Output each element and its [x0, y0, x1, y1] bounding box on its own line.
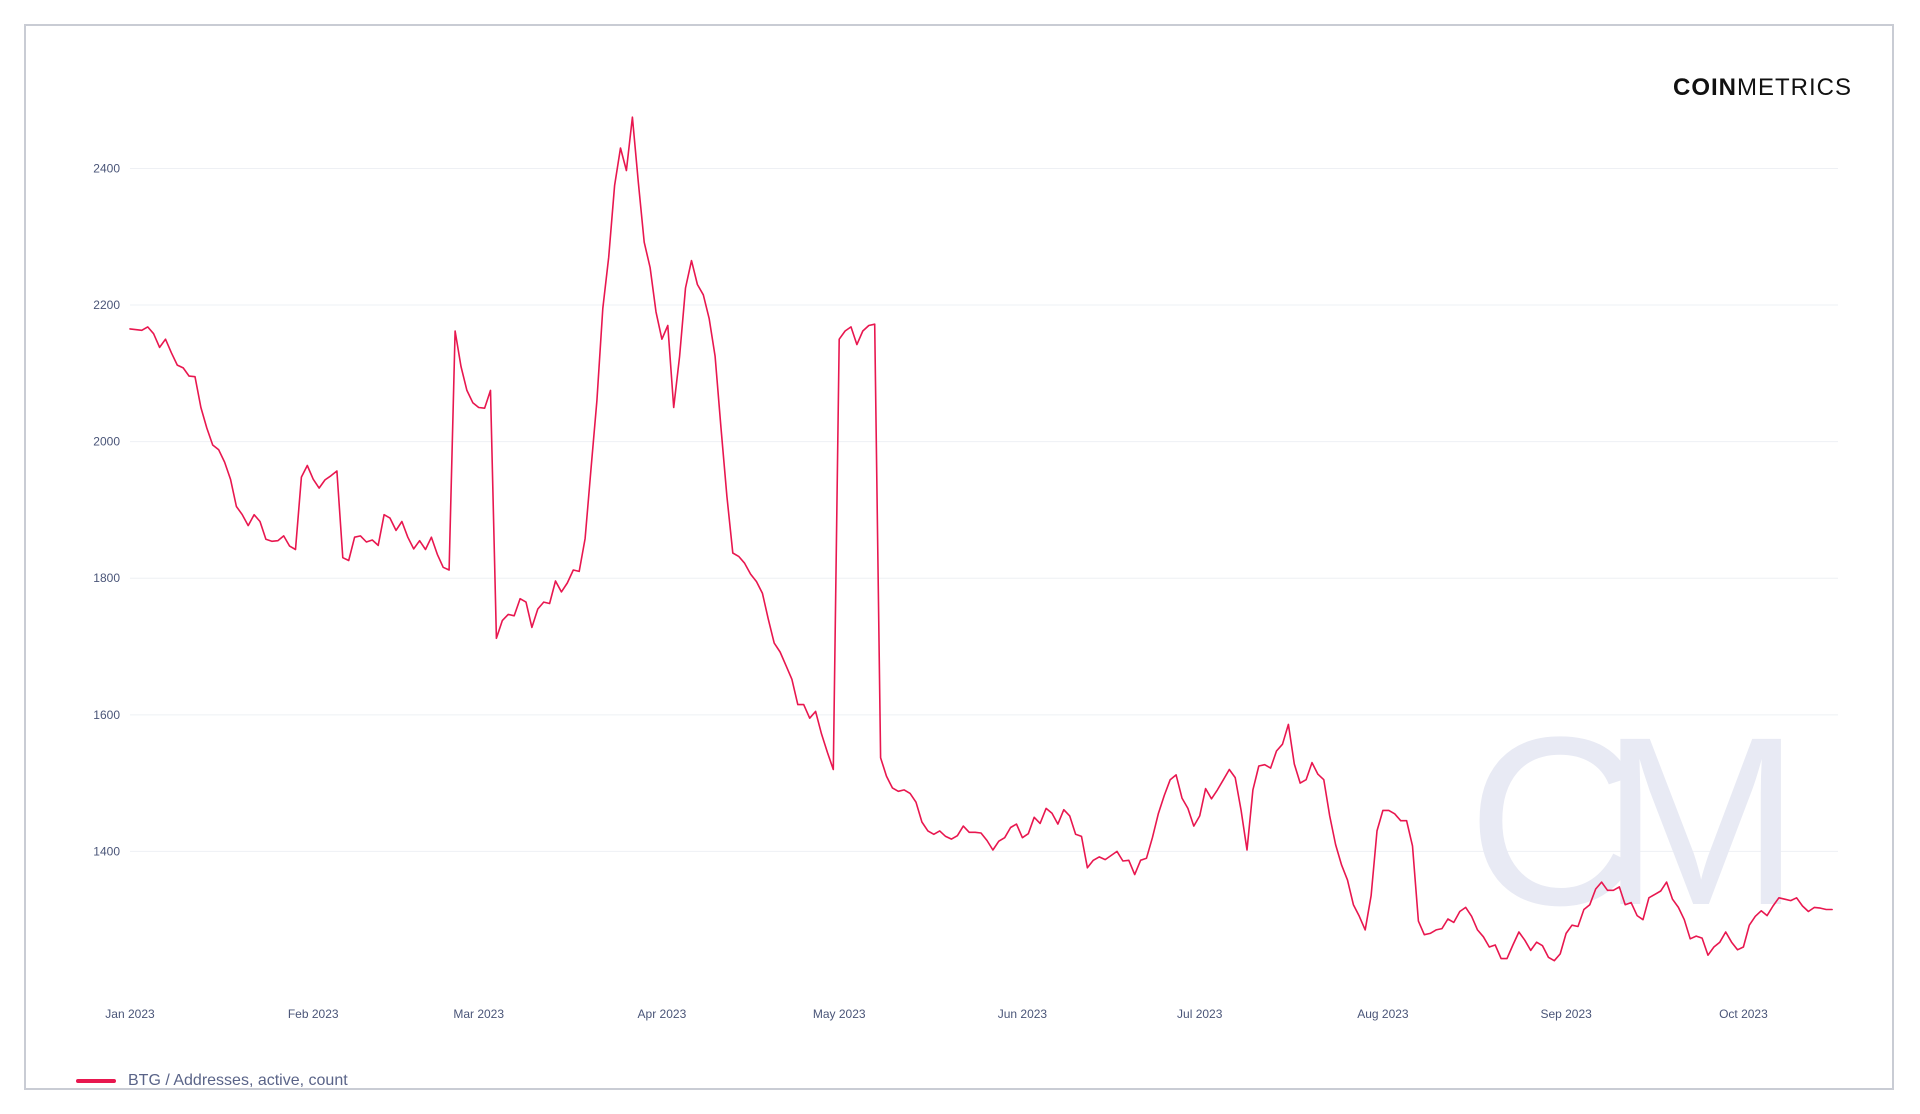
y-tick-label: 2200: [93, 298, 120, 312]
x-tick-label: Jun 2023: [998, 1007, 1048, 1021]
x-tick-label: Apr 2023: [638, 1007, 687, 1021]
cm-watermark: CM: [1467, 687, 1821, 955]
y-tick-label: 1800: [93, 571, 120, 585]
watermark-text: CM: [1467, 687, 1781, 955]
legend[interactable]: BTG / Addresses, active, count: [76, 1072, 348, 1090]
legend-label: BTG / Addresses, active, count: [128, 1072, 348, 1089]
x-tick-label: Jul 2023: [1177, 1007, 1223, 1021]
x-tick-label: Feb 2023: [288, 1007, 339, 1021]
series-layer: [129, 116, 1833, 962]
coinmetrics-logo: COINMETRICS: [1673, 74, 1852, 102]
x-tick-label: Aug 2023: [1357, 1007, 1409, 1021]
legend-swatch: [76, 1079, 116, 1083]
x-tick-label: May 2023: [813, 1007, 866, 1021]
series-line-0: [129, 116, 1833, 962]
y-tick-label: 2400: [93, 161, 120, 175]
y-tick-label: 2000: [93, 435, 120, 449]
logo-text-bold: COIN: [1673, 74, 1737, 101]
y-axis-ticks: 1400 1600 1800 2000 2200 2400: [93, 161, 120, 858]
x-tick-label: Sep 2023: [1540, 1007, 1592, 1021]
x-tick-label: Mar 2023: [453, 1007, 504, 1021]
x-tick-label: Oct 2023: [1719, 1007, 1768, 1021]
x-axis-ticks: Jan 2023 Feb 2023 Mar 2023 Apr 2023 May 2023…: [105, 1007, 1768, 1021]
y-tick-label: 1400: [93, 844, 120, 858]
grid-lines: [130, 167, 1838, 852]
chart-svg: CM 1400 1600 1800 2000 2200 2400 Jan 2023 Feb …: [93, 116, 1838, 1021]
x-tick-label: Jan 2023: [105, 1007, 155, 1021]
logo-text-light: METRICS: [1737, 74, 1852, 101]
chart-frame: CM 1400 1600 1800 2000 2200 2400 Jan 2023 Feb …: [24, 24, 1894, 1090]
y-tick-label: 1600: [93, 708, 120, 722]
